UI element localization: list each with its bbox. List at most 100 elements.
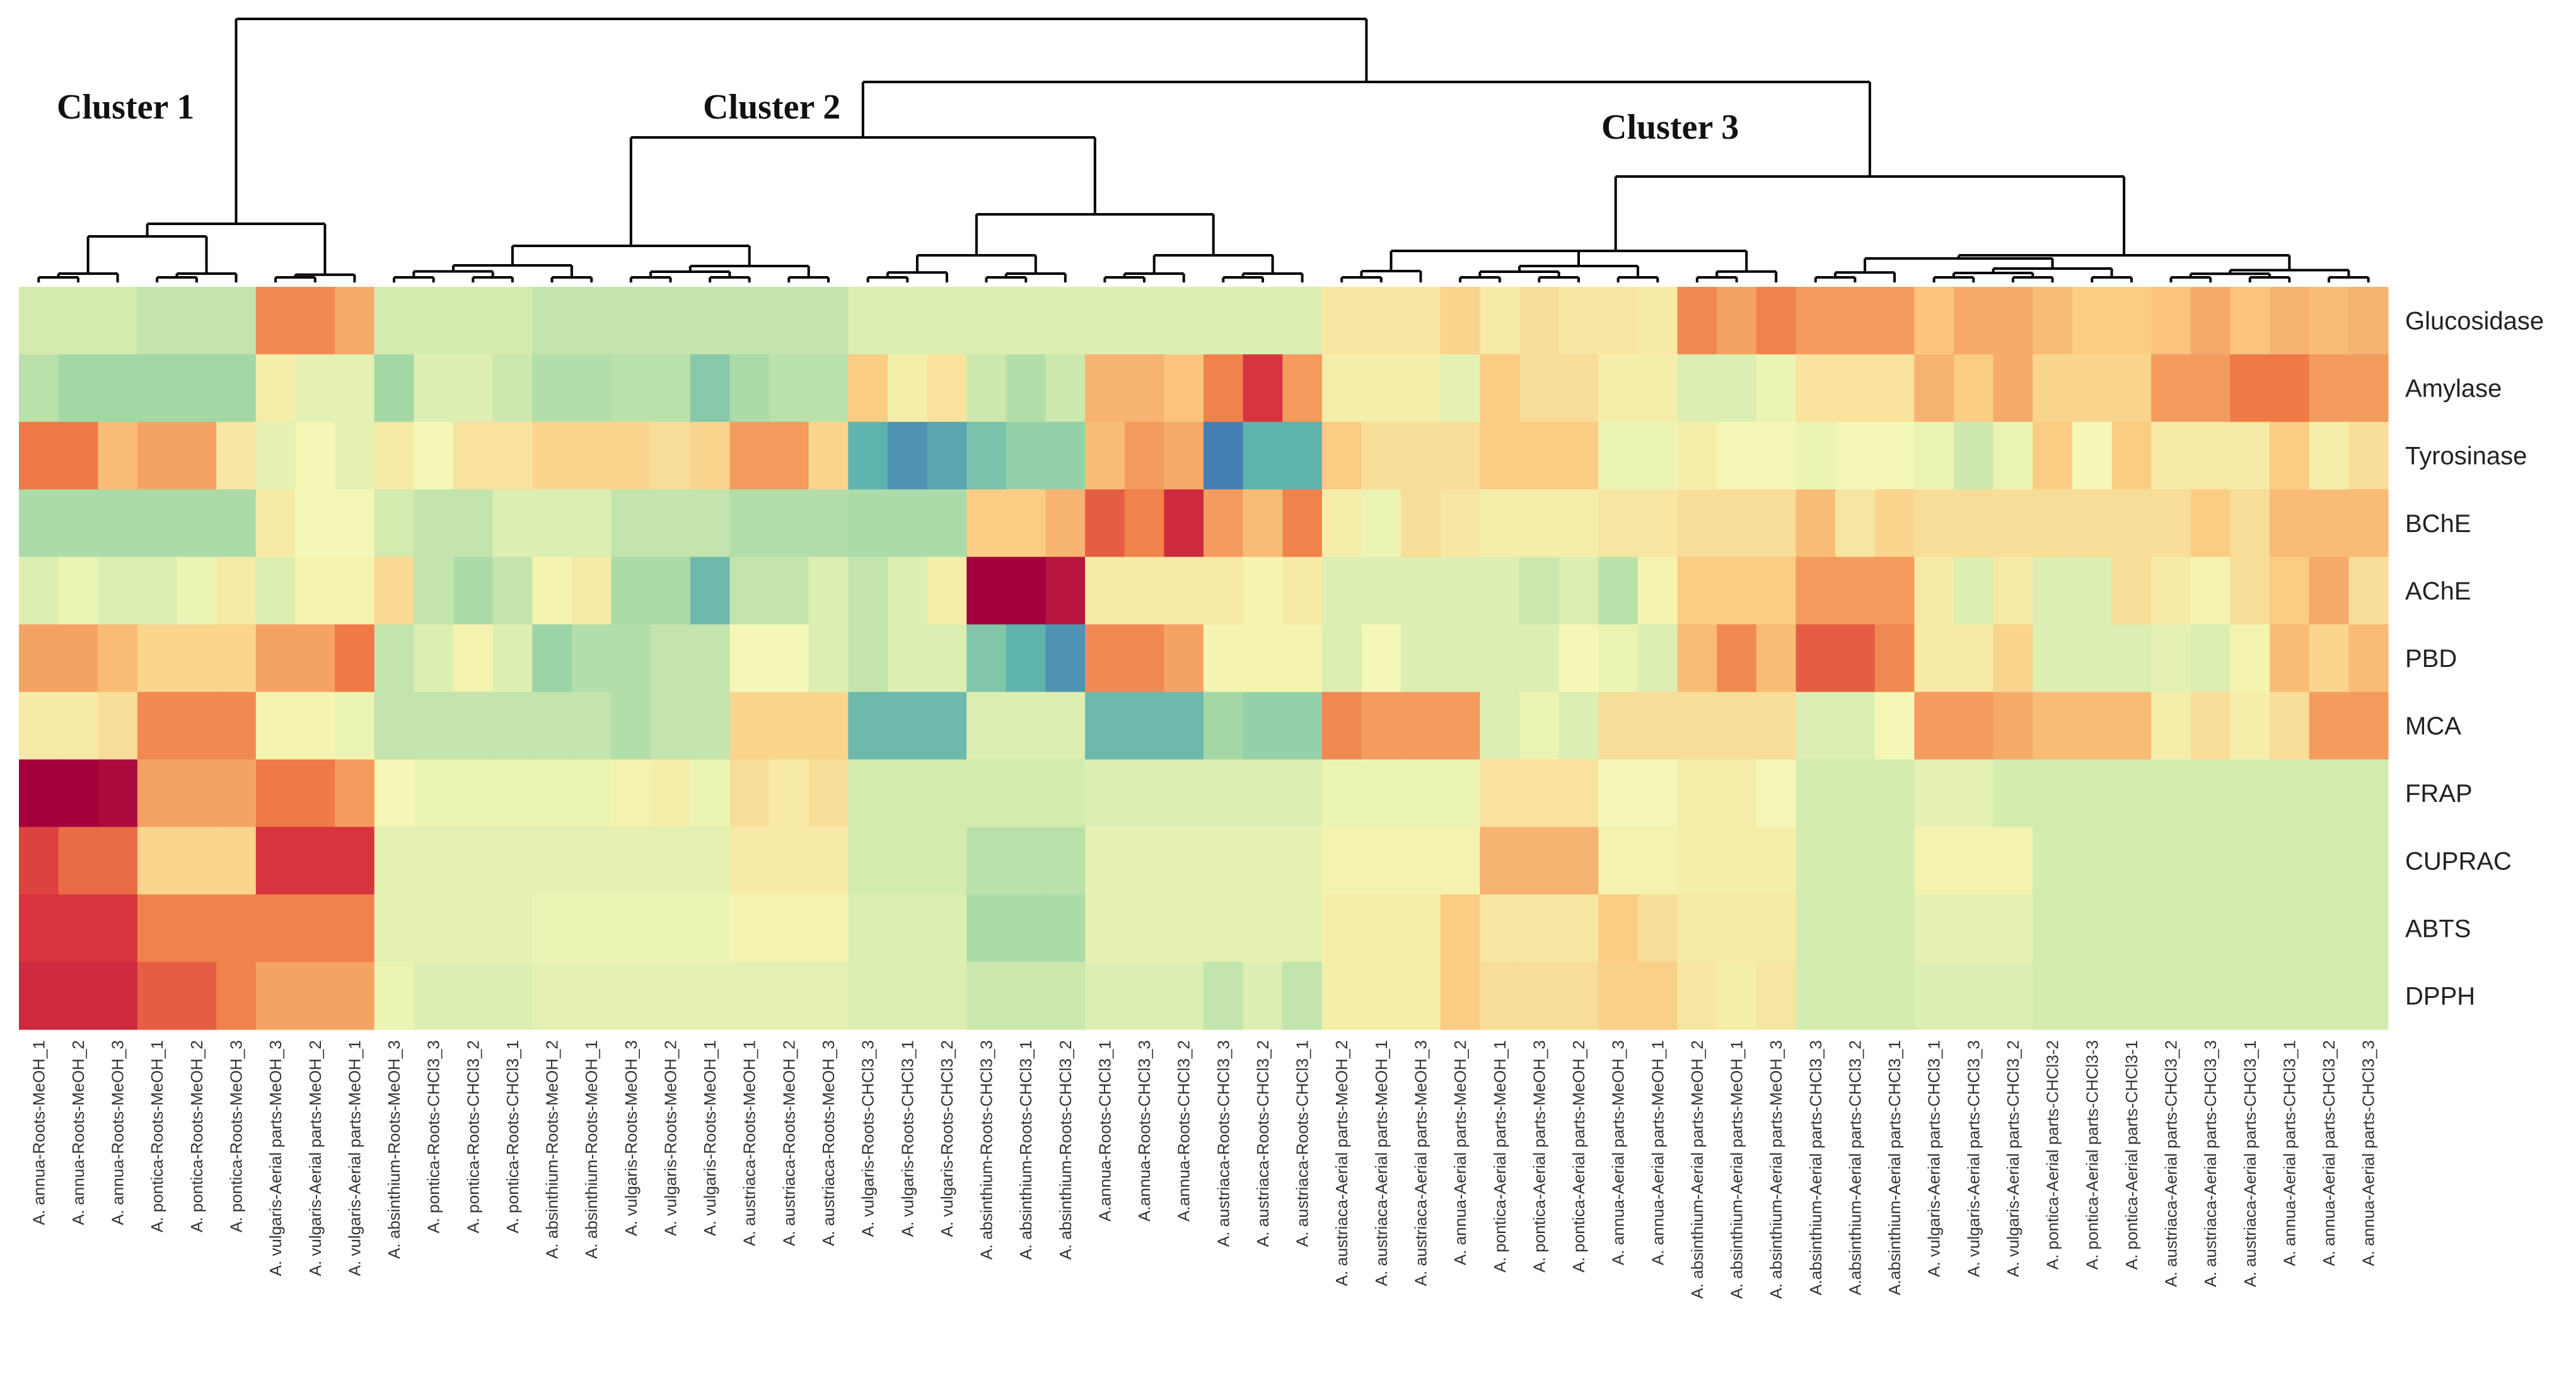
heatmap-cell [1045,354,1086,422]
heatmap-cell [1282,961,1323,1030]
heatmap-cell [1480,287,1520,355]
heatmap-cell [2151,759,2191,828]
row-labels: Glucosidase Amylase Tyrosinase BChE AChE PBD M… [2405,308,2544,1011]
heatmap-cell [769,287,809,355]
heatmap-cell [2111,692,2152,760]
heatmap-cell [1677,894,1717,963]
heatmap-cell [2270,557,2310,625]
heatmap-cell [927,826,967,895]
heatmap-cell [374,894,414,963]
heatmap-cell [2033,894,2073,963]
heatmap-cell [374,557,414,625]
heatmap-cell [216,422,257,490]
heatmap-cell [177,894,217,963]
column-label: A. vulgaris-Aerial parts-MeOH_3 [266,1040,285,1276]
heatmap-cell [2111,961,2152,1030]
heatmap-cell [177,489,217,557]
column-label: A. austriaca-Aerial parts-MeOH_2 [1332,1040,1351,1286]
heatmap-cell [1006,489,1047,557]
heatmap-cell [571,894,612,963]
heatmap-cell [887,961,928,1030]
heatmap-cell [177,759,217,828]
heatmap-cell [1677,354,1717,422]
heatmap-cell [2270,961,2310,1030]
heatmap-cell [335,759,375,828]
heatmap-cell [414,894,454,963]
heatmap-cell [848,557,888,625]
heatmap-cell [1756,826,1797,895]
heatmap-cell [2309,826,2349,895]
heatmap-cell [58,894,98,963]
heatmap-cell [651,354,691,422]
heatmap-cell [1796,826,1836,895]
heatmap-cell [1796,557,1836,625]
heatmap-cell [1045,692,1086,760]
heatmap-cell [1361,354,1401,422]
heatmap-cell [2309,692,2349,760]
row-label: MCA [2405,712,2461,740]
heatmap-cell [1598,826,1639,895]
heatmap-cell [729,826,770,895]
heatmap-cell [1796,287,1836,355]
heatmap-cell [137,894,178,963]
heatmap-cell [137,826,178,895]
heatmap-cell [216,557,257,625]
heatmap-cell [1756,894,1797,963]
heatmap-cell [2072,894,2113,963]
heatmap-cell [729,287,770,355]
heatmap-cell [2151,287,2191,355]
heatmap-cell [1321,692,1362,760]
heatmap-cell [2072,826,2113,895]
heatmap-cell [769,489,809,557]
heatmap-cell [1164,557,1204,625]
heatmap-cell [2151,624,2191,693]
heatmap-cell [255,894,296,963]
heatmap-cell [1637,557,1678,625]
heatmap-cell [1440,759,1481,828]
heatmap-cell [1164,759,1204,828]
heatmap-cell [177,287,217,355]
heatmap-cell [1124,489,1164,557]
heatmap-cell [966,624,1007,693]
heatmap-cell [2309,557,2349,625]
heatmap-cell [1558,826,1599,895]
column-label: A. pontica-Aerial parts-MeOH_2 [1569,1040,1588,1272]
heatmap-cell [1282,422,1323,490]
heatmap-cell [1243,624,1283,693]
heatmap-cell [255,961,296,1030]
heatmap-cell [98,624,138,693]
heatmap-cell [58,692,98,760]
row-label: Glucosidase [2405,308,2544,335]
heatmap-cell [1796,961,1836,1030]
heatmap-cell [1874,826,1915,895]
heatmap-cell [1835,894,1876,963]
column-label: A. absinthium-Roots-MeOH_2 [543,1040,562,1259]
column-label: A. absinthium-Roots-CHCl3_2 [1056,1040,1075,1260]
heatmap-cell [335,287,375,355]
heatmap-cell [808,287,849,355]
heatmap-cell [571,759,612,828]
heatmap-cell [769,354,809,422]
heatmap-cell [1756,692,1797,760]
heatmap-cell [690,422,730,490]
heatmap-cell [98,961,138,1030]
heatmap-cell [1282,624,1323,693]
heatmap-cell [2270,489,2310,557]
heatmap-cell [1796,894,1836,963]
heatmap-cell [1204,961,1244,1030]
heatmap-cell [887,692,928,760]
heatmap-cell [1440,489,1481,557]
heatmap-cell [1796,624,1836,693]
heatmap-cell [1045,287,1086,355]
heatmap-cell [453,961,494,1030]
heatmap-cell [2230,894,2270,963]
heatmap-cell [848,692,888,760]
heatmap-cell [374,759,414,828]
heatmap-cell [2190,624,2231,693]
heatmap-cell [1677,961,1717,1030]
column-label: A. pontica-Roots-CHCl3_2 [463,1040,482,1233]
heatmap-cell [532,961,572,1030]
column-label: A. absinthium-Roots-CHCl3_3 [977,1040,996,1260]
heatmap-cell [1321,557,1362,625]
heatmap-cell [571,961,612,1030]
